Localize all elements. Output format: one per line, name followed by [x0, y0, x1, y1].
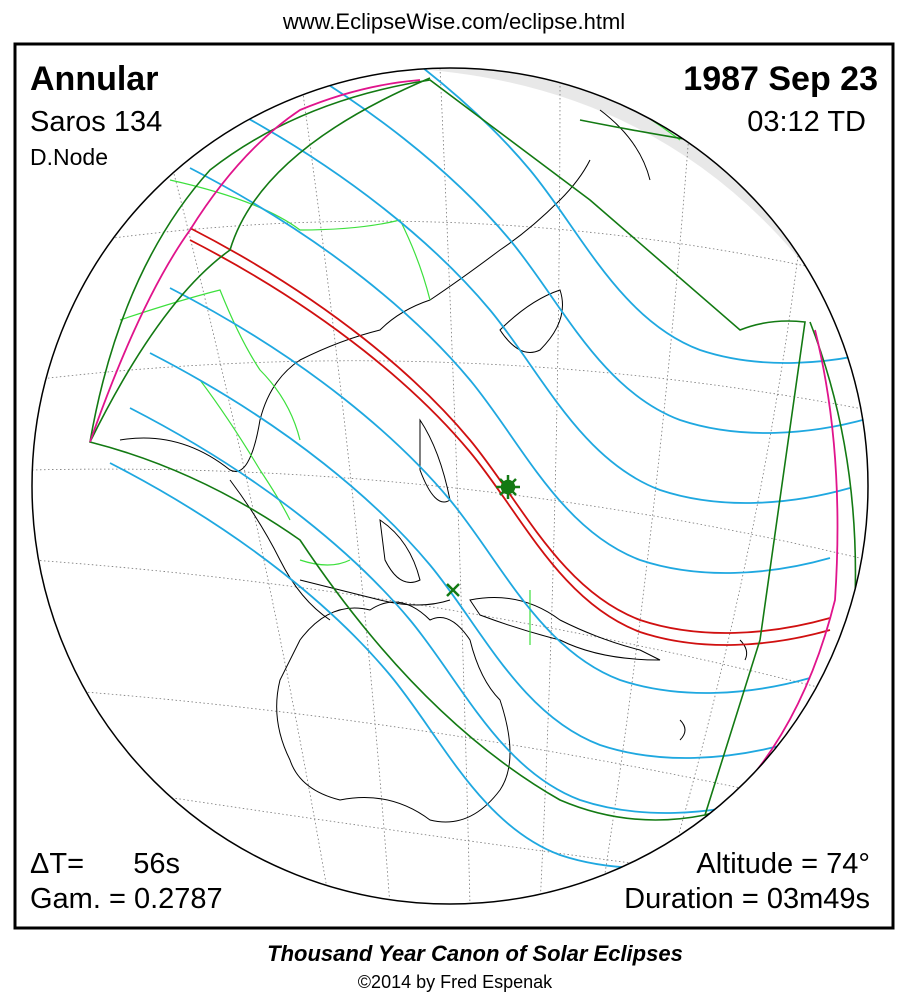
time: 03:12 TD	[747, 106, 866, 138]
globe-limb	[31, 67, 869, 905]
rise-set-curve	[714, 329, 839, 816]
copyright: ©2014 by Fred Espenak	[358, 972, 553, 992]
gamma: Gam. = 0.2787	[30, 883, 223, 915]
node: D.Node	[30, 144, 108, 170]
rise-set-curve	[89, 79, 421, 443]
saros: Saros 134	[30, 106, 162, 138]
delta-t-value: 56s	[133, 848, 180, 880]
delta-t-label: ΔT=	[30, 848, 84, 880]
altitude: Altitude = 74°	[696, 848, 870, 880]
penumbra-limits	[89, 79, 806, 821]
limit-curve	[89, 77, 431, 443]
eclipse-type: Annular	[30, 60, 158, 98]
greatest-duration	[446, 583, 460, 597]
date: 1987 Sep 23	[683, 60, 878, 98]
duration: Duration = 03m49s	[624, 883, 870, 915]
borders	[119, 89, 681, 645]
footer-title: Thousand Year Canon of Solar Eclipses	[267, 941, 683, 966]
limit-curve	[579, 119, 691, 141]
url: www.EclipseWise.com/eclipse.html	[282, 9, 625, 34]
greatest-eclipse	[496, 475, 520, 499]
